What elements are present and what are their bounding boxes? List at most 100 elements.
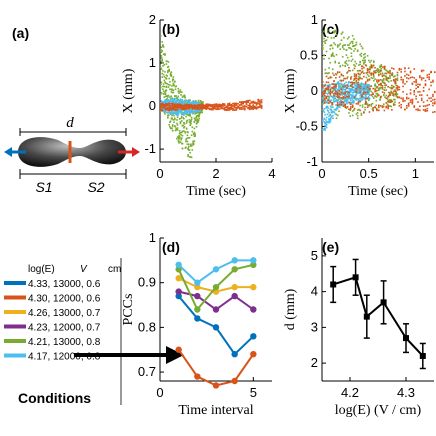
scatter-point (364, 101, 367, 104)
scatter-point (329, 121, 331, 124)
scatter-point (188, 108, 190, 111)
series-point (231, 350, 238, 358)
scatter-point (345, 88, 347, 90)
scatter-point (338, 44, 340, 47)
scatter-point (191, 130, 194, 133)
scatter-point (406, 107, 408, 109)
scatter-point (400, 106, 402, 108)
scatter-point (218, 103, 221, 106)
scatter-point (381, 81, 384, 84)
scatter-point (169, 72, 172, 75)
scatter-point (237, 102, 239, 105)
series-point (250, 350, 257, 358)
series-point (212, 324, 220, 331)
scatter-point (346, 84, 348, 86)
scatter-point (198, 106, 201, 108)
scatter-point (369, 61, 371, 64)
scatter-point (380, 67, 383, 70)
scatter-point (367, 83, 369, 86)
scatter-point (432, 104, 434, 107)
scatter-point (186, 112, 189, 114)
scatter-point (366, 88, 369, 90)
scatter-point (373, 79, 375, 82)
scatter-point (379, 86, 381, 89)
scatter-point (359, 109, 361, 112)
scatter-point (432, 93, 434, 96)
scatter-point (197, 111, 200, 113)
scatter-point (325, 126, 328, 129)
scatter-point (428, 73, 430, 76)
scatter-point (346, 95, 348, 98)
scatter-point (338, 76, 341, 78)
data-point (363, 313, 370, 320)
scatter-point (343, 77, 345, 80)
scatter-point (164, 82, 167, 85)
scatter-point (361, 106, 364, 108)
scatter-point (323, 90, 326, 93)
scatter-point (170, 100, 173, 103)
scatter-point (225, 109, 228, 111)
scatter-point (358, 86, 361, 88)
scatter-point (386, 103, 389, 106)
scatter-point (413, 93, 416, 96)
scatter-point (185, 103, 187, 106)
scatter-point (177, 113, 180, 116)
scatter-point (350, 89, 353, 92)
scatter-point (325, 119, 327, 121)
scatter-point (192, 143, 195, 146)
scatter-point (417, 108, 419, 110)
scatter-point (369, 66, 371, 68)
scatter-point (329, 99, 331, 102)
scatter-point (208, 107, 211, 110)
scatter-point (357, 91, 360, 93)
scatter-point (341, 56, 344, 58)
scatter-point (350, 103, 352, 106)
scatter-point (338, 86, 340, 88)
scatter-point (364, 59, 366, 61)
scatter-point (322, 95, 325, 98)
scatter-point (166, 107, 169, 109)
scatter-point (181, 99, 184, 102)
scatter-point (415, 97, 417, 100)
scatter-point (402, 100, 404, 103)
scatter-point (371, 92, 374, 94)
scatter-point (174, 118, 176, 121)
series-point (231, 377, 238, 385)
scatter-point (356, 49, 359, 52)
scatter-point (363, 62, 365, 64)
scatter-point (328, 72, 330, 74)
scatter-point (187, 136, 189, 139)
scatter-point (385, 77, 388, 80)
scatter-point (197, 101, 200, 104)
scatter-point (336, 45, 339, 48)
scatter-point (386, 97, 389, 100)
scatter-point (346, 94, 348, 96)
scatter-point (346, 106, 348, 108)
scatter-point (172, 78, 175, 81)
scatter-point (368, 71, 371, 73)
scatter-point (346, 71, 349, 73)
scatter-point (364, 88, 366, 90)
x-tick-label: 0.5 (360, 166, 378, 181)
scatter-point (210, 108, 212, 110)
scatter-point (376, 92, 379, 95)
scatter-point (420, 78, 423, 81)
y-tick-label: 2 (311, 355, 318, 370)
scatter-point (366, 103, 369, 105)
scatter-point (327, 90, 330, 92)
scatter-point (348, 66, 350, 69)
scatter-point (396, 71, 399, 74)
scatter-point (336, 92, 338, 95)
scatter-point (181, 100, 184, 103)
scatter-point (364, 87, 366, 89)
scatter-point (171, 124, 174, 126)
scatter-point (244, 105, 246, 107)
series-point (194, 292, 201, 300)
scatter-point (350, 90, 352, 93)
scatter-point (164, 95, 167, 98)
scatter-point (407, 102, 410, 105)
scatter-point (192, 140, 194, 143)
scatter-point (365, 93, 368, 96)
scatter-point (322, 102, 325, 105)
scatter-point (194, 133, 196, 136)
